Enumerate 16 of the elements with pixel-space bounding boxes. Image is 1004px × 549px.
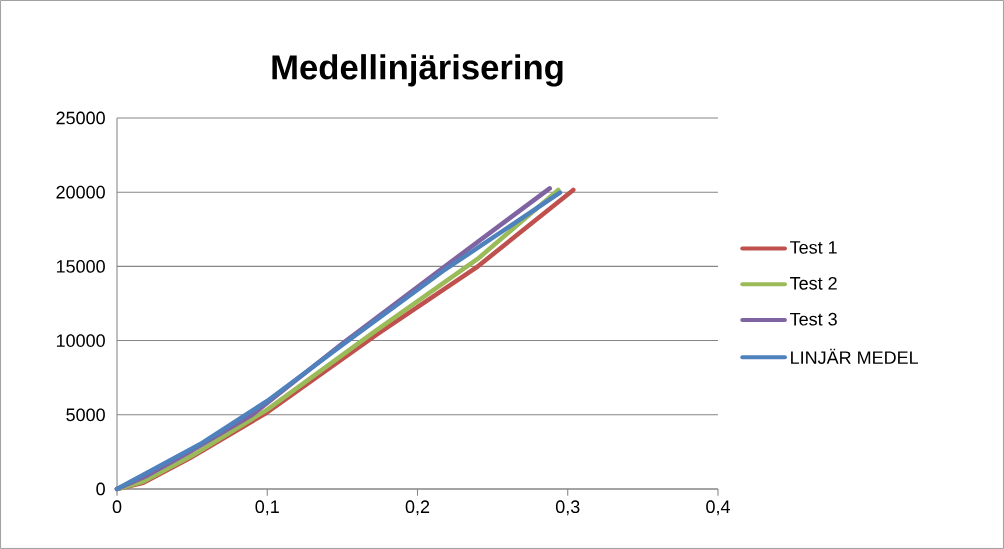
x-tick-label: 0 [112, 500, 122, 514]
x-tick-label: 0,4 [706, 500, 730, 516]
y-tick-label: 25000 [56, 111, 105, 125]
y-tick-label: 5000 [66, 408, 105, 422]
x-tick-label: 0,1 [255, 500, 279, 516]
y-tick-label: 0 [96, 482, 105, 496]
chart-title: Medellinjärisering [272, 54, 563, 87]
y-tick-label: 10000 [56, 334, 105, 347]
legend-label: Test 1 [790, 241, 837, 254]
y-tick-label: 15000 [56, 260, 105, 273]
legend-label: LINJÄR MEDEL [791, 348, 919, 364]
x-tick-label: 0,2 [405, 500, 430, 516]
legend-label: Test 3 [790, 312, 837, 326]
legend-label: Test 2 [790, 276, 837, 290]
y-tick-label: 20000 [56, 185, 105, 199]
x-tick-label: 0,3 [555, 500, 580, 516]
